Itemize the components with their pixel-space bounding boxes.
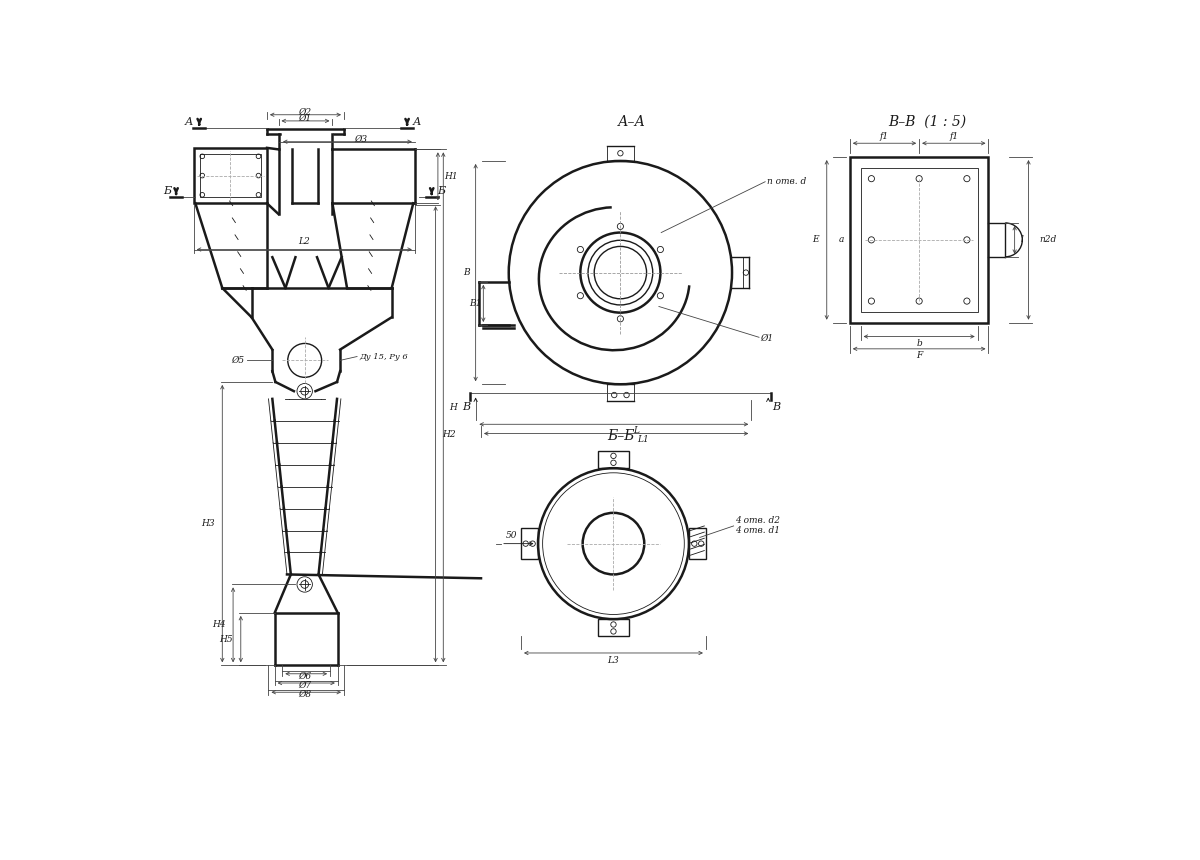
Bar [194,148,266,203]
Text: Б: Б [437,186,445,196]
Text: А: А [185,117,193,126]
Text: В–В  (1 : 5): В–В (1 : 5) [888,114,966,129]
Text: Б–Б: Б–Б [607,429,635,443]
Bar [200,154,260,197]
Text: B: B [463,268,470,277]
Text: B1: B1 [469,299,481,308]
Text: 4 отв. d1: 4 отв. d1 [736,526,780,535]
Text: Ø2: Ø2 [298,108,311,117]
Text: Ø1: Ø1 [298,114,311,123]
Text: H2: H2 [443,430,456,439]
Text: L1: L1 [637,435,649,445]
Text: H1: H1 [444,172,457,181]
Text: f1: f1 [880,132,889,141]
Text: Ø7: Ø7 [298,681,311,690]
Text: F: F [916,351,923,360]
Text: 50: 50 [505,531,517,540]
Bar [850,157,989,322]
Text: b: b [917,339,922,348]
Text: Ø8: Ø8 [298,690,311,699]
Text: L: L [632,426,638,435]
Text: 4 отв. d2: 4 отв. d2 [736,516,780,525]
Bar [860,168,978,312]
Bar [598,452,629,468]
Text: n отв. d: n отв. d [767,177,806,187]
Text: B: B [773,402,781,412]
Text: L3: L3 [607,656,619,665]
Text: А–А: А–А [618,114,646,129]
Text: H4: H4 [211,620,226,630]
Text: H: H [450,402,457,412]
Text: a: a [839,236,844,244]
Text: n2d: n2d [1039,236,1056,244]
Bar [598,619,629,636]
Text: f1: f1 [949,132,959,141]
Text: E: E [812,236,820,244]
Text: L2: L2 [299,237,310,246]
Text: Ø6: Ø6 [298,672,311,680]
Text: Ду 15, Ру 6: Ду 15, Ру 6 [359,353,408,361]
Text: Ø1: Ø1 [761,334,774,342]
Text: Б: Б [163,186,170,196]
Bar [689,528,706,559]
Text: Ø3: Ø3 [354,135,367,144]
Bar [521,528,538,559]
Text: А: А [413,117,421,126]
Text: Ø5: Ø5 [230,356,244,365]
Text: H5: H5 [220,635,233,643]
Text: B: B [462,402,470,412]
Text: H3: H3 [200,519,215,528]
Text: l: l [1021,236,1024,244]
